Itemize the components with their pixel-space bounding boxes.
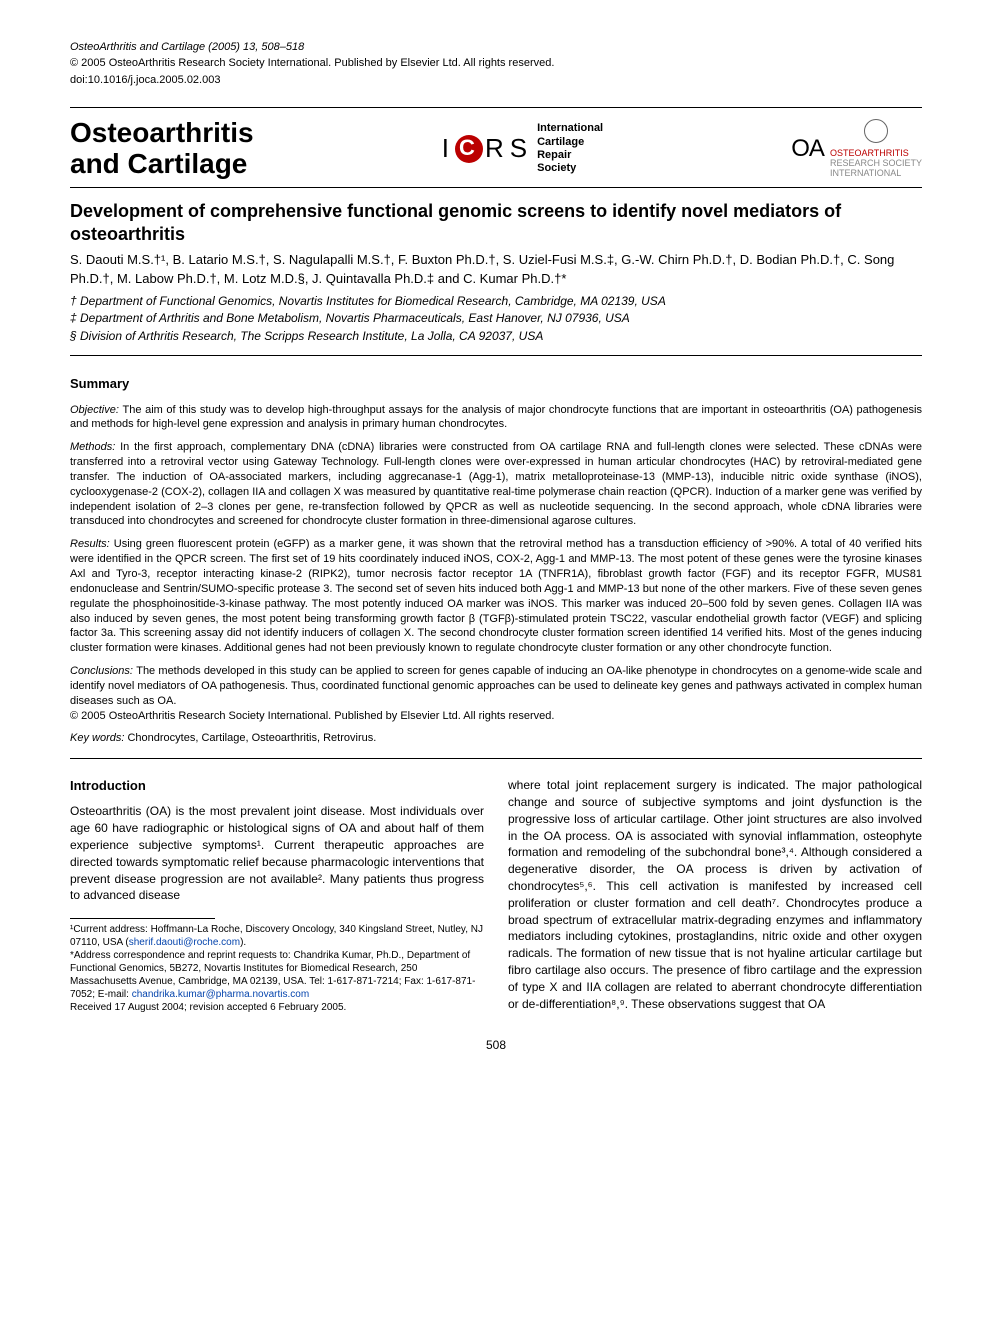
oarsi-text-block: OSTEOARTHRITIS RESEARCH SOCIETY INTERNAT… — [830, 119, 922, 179]
abstract-methods: Methods: In the first approach, compleme… — [70, 440, 922, 529]
footnote-1: ¹Current address: Hoffmann-La Roche, Dis… — [70, 923, 484, 949]
journal-name-line1: Osteoarthritis — [70, 118, 254, 149]
abstract-objective: Objective: The aim of this study was to … — [70, 403, 922, 433]
article-authors: S. Daouti M.S.†¹, B. Latario M.S.†, S. N… — [70, 251, 922, 287]
affiliation-1: † Department of Functional Genomics, Nov… — [70, 294, 922, 310]
icrs-full-text: International Cartilage Repair Society — [537, 122, 603, 175]
methods-text: In the first approach, complementary DNA… — [70, 441, 922, 527]
rule-under-affil — [70, 355, 922, 356]
rule-under-header — [70, 187, 922, 188]
introduction-heading: Introduction — [70, 777, 484, 795]
footnote-1-email[interactable]: sherif.daouti@roche.com — [129, 937, 240, 948]
abstract-results: Results: Using green fluorescent protein… — [70, 537, 922, 656]
abstract-block: Objective: The aim of this study was to … — [70, 403, 922, 747]
icrs-r: R — [485, 132, 508, 166]
icrs-line3: Repair — [537, 149, 603, 162]
icrs-c-icon: C — [455, 135, 483, 163]
footnote-2-email[interactable]: chandrika.kumar@pharma.novartis.com — [132, 989, 309, 1000]
abstract-copyright: © 2005 OsteoArthritis Research Society I… — [70, 710, 554, 722]
conclusions-label: Conclusions: — [70, 665, 136, 677]
oarsi-line3: INTERNATIONAL — [830, 169, 922, 179]
summary-heading: Summary — [70, 376, 922, 393]
keywords-line: Key words: Chondrocytes, Cartilage, Oste… — [70, 731, 922, 746]
methods-label: Methods: — [70, 441, 120, 453]
left-column: Introduction Osteoarthritis (OA) is the … — [70, 777, 484, 1014]
icrs-line1: International — [537, 122, 603, 135]
results-text: Using green fluorescent protein (eGFP) a… — [70, 538, 922, 654]
oarsi-logo-text: OA — [791, 133, 824, 164]
citation-line: OsteoArthritis and Cartilage (2005) 13, … — [70, 40, 922, 54]
keywords-text: Chondrocytes, Cartilage, Osteoarthritis,… — [127, 732, 376, 744]
affiliation-3: § Division of Arthritis Research, The Sc… — [70, 329, 922, 345]
body-columns: Introduction Osteoarthritis (OA) is the … — [70, 777, 922, 1014]
right-column: where total joint replacement surgery is… — [508, 777, 922, 1014]
icrs-line4: Society — [537, 162, 603, 175]
footnote-1-end: ). — [240, 937, 246, 948]
icrs-s: S — [510, 132, 531, 166]
journal-name-block: Osteoarthritis and Cartilage — [70, 118, 254, 180]
footnote-rule — [70, 918, 215, 919]
page-number: 508 — [70, 1038, 922, 1054]
objective-text: The aim of this study was to develop hig… — [70, 404, 922, 431]
globe-icon — [864, 119, 888, 143]
icrs-i: I — [442, 132, 453, 166]
icrs-line2: Cartilage — [537, 136, 603, 149]
conclusions-text: The methods developed in this study can … — [70, 665, 922, 707]
journal-name-line2: and Cartilage — [70, 149, 254, 180]
copyright-line: © 2005 OsteoArthritis Research Society I… — [70, 56, 922, 70]
intro-paragraph-left: Osteoarthritis (OA) is the most prevalen… — [70, 803, 484, 904]
abstract-conclusions: Conclusions: The methods developed in th… — [70, 664, 922, 723]
journal-header: Osteoarthritis and Cartilage I C R S Int… — [70, 118, 922, 180]
rule-top — [70, 107, 922, 108]
objective-label: Objective: — [70, 404, 123, 416]
results-label: Results: — [70, 538, 114, 550]
rule-under-abstract — [70, 758, 922, 759]
icrs-letters: I C R S — [442, 132, 531, 166]
icrs-logo-block: I C R S International Cartilage Repair S… — [442, 122, 603, 175]
intro-paragraph-right: where total joint replacement surgery is… — [508, 777, 922, 1012]
oarsi-logo-block: OA OSTEOARTHRITIS RESEARCH SOCIETY INTER… — [791, 119, 922, 179]
affiliation-2: ‡ Department of Arthritis and Bone Metab… — [70, 311, 922, 327]
doi-line: doi:10.1016/j.joca.2005.02.003 — [70, 73, 922, 87]
received-line: Received 17 August 2004; revision accept… — [70, 1001, 484, 1014]
keywords-label: Key words: — [70, 732, 127, 744]
article-title: Development of comprehensive functional … — [70, 200, 922, 245]
footnote-2: *Address correspondence and reprint requ… — [70, 949, 484, 1001]
